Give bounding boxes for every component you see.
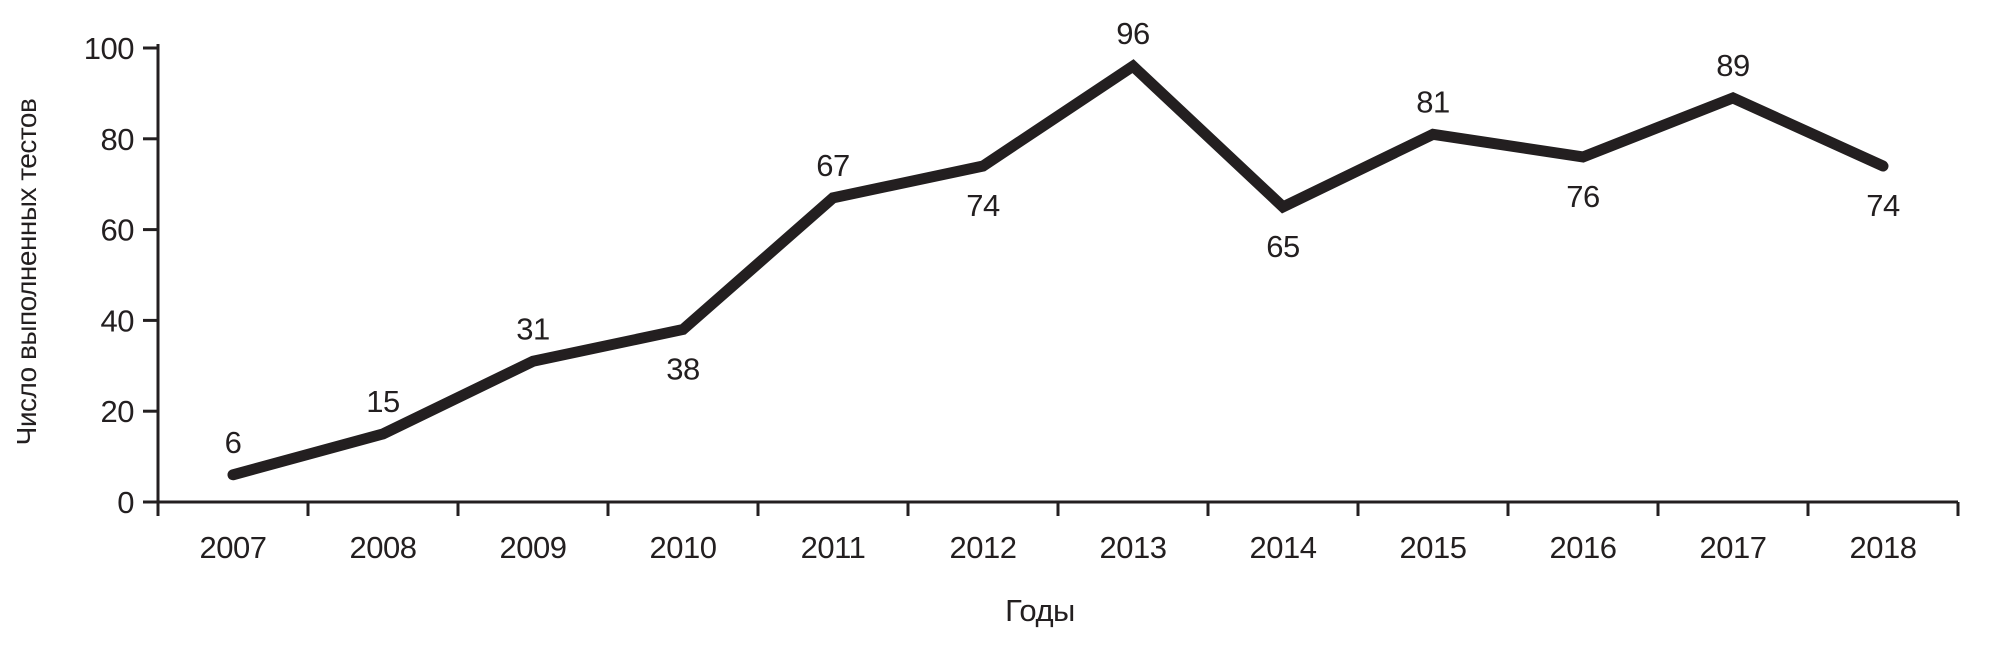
data-point-label: 67 (816, 148, 849, 183)
year-label: 2017 (1700, 530, 1767, 565)
year-label: 2016 (1550, 530, 1617, 565)
data-point-label: 74 (966, 188, 1000, 223)
y-axis-ticks: 0 20 40 60 80 100 (84, 31, 158, 520)
data-point-label: 74 (1866, 188, 1900, 223)
year-label: 2014 (1250, 530, 1317, 565)
data-point-label: 89 (1716, 48, 1749, 83)
data-point-label: 65 (1266, 229, 1299, 264)
y-tick-label: 60 (101, 213, 135, 248)
year-label: 2013 (1100, 530, 1167, 565)
year-label: 2012 (950, 530, 1017, 565)
data-point-label: 81 (1416, 84, 1449, 119)
year-label: 2011 (801, 530, 866, 565)
data-point-label: 15 (366, 384, 399, 419)
y-tick-label: 80 (101, 122, 135, 157)
data-point-label: 76 (1566, 179, 1599, 214)
year-label: 2008 (350, 530, 417, 565)
data-point-label: 38 (666, 351, 699, 386)
year-label: 2018 (1850, 530, 1917, 565)
y-tick-label: 100 (84, 31, 134, 66)
data-point-label: 6 (225, 425, 242, 460)
y-axis-title: Число выполненных тестов (11, 99, 42, 446)
year-label: 2007 (200, 530, 267, 565)
y-tick-label: 40 (101, 303, 135, 338)
data-line (227, 59, 1889, 481)
data-point-labels: 6 15 31 38 67 74 96 65 81 76 89 74 (225, 16, 1901, 460)
data-point-label: 96 (1116, 16, 1149, 51)
year-label: 2009 (500, 530, 567, 565)
year-label: 2015 (1400, 530, 1467, 565)
axes (143, 44, 1958, 516)
year-label: 2010 (650, 530, 717, 565)
axis-titles: Годы Число выполненных тестов (11, 99, 1075, 628)
y-tick-label: 0 (117, 485, 134, 520)
data-series (227, 59, 1889, 481)
y-tick-label: 20 (101, 394, 135, 429)
x-axis-title: Годы (1005, 593, 1075, 628)
data-point-label: 31 (516, 311, 549, 346)
x-category-labels: 2007 2008 2009 2010 2011 2012 2013 2014 2015 2016… (200, 530, 1917, 565)
x-axis-ticks (156, 502, 1960, 516)
